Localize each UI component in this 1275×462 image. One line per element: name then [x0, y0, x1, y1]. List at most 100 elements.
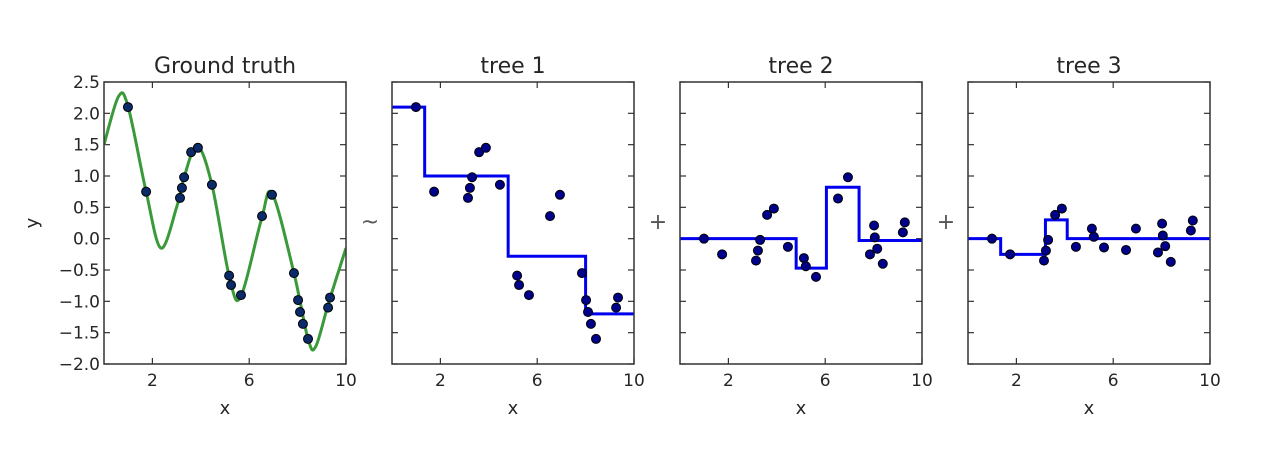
subplot-title: tree 1 [480, 54, 545, 79]
subplot-tree-3: tree 3 2 6 10 x + [937, 54, 1221, 419]
data-point [429, 186, 440, 197]
data-point [224, 270, 235, 281]
y-tick-label: −0.5 [59, 261, 100, 281]
data-point [768, 203, 779, 214]
data-point [545, 211, 556, 222]
data-point [1165, 256, 1176, 267]
x-tick-label: 6 [532, 371, 543, 391]
data-point [1152, 247, 1163, 258]
axes-frame [391, 81, 635, 365]
data-point [800, 261, 811, 272]
y-tick-label: 2.0 [73, 104, 100, 124]
data-point [480, 142, 491, 153]
data-point [179, 172, 190, 183]
data-point [266, 189, 277, 200]
data-point [717, 249, 728, 260]
plus-symbol: + [937, 210, 955, 235]
y-tick-label: −2.0 [59, 355, 100, 375]
y-tick-label: 1.0 [73, 167, 100, 187]
data-point [611, 302, 622, 313]
approx-symbol: ~ [361, 210, 379, 235]
x-tick-label: 10 [335, 371, 357, 391]
x-tick-label: 6 [820, 371, 831, 391]
data-point [303, 333, 314, 344]
x-tick-label: 2 [147, 371, 158, 391]
axes-frame [967, 81, 1211, 365]
data-point [877, 258, 888, 269]
data-point [752, 245, 763, 256]
x-tick-label: 10 [911, 371, 933, 391]
data-point [842, 172, 853, 183]
data-point [288, 268, 299, 279]
y-tick-label: −1.5 [59, 324, 100, 344]
data-point [554, 189, 565, 200]
data-point [464, 182, 475, 193]
data-point [1160, 241, 1171, 252]
x-axis-label: x [1084, 398, 1095, 419]
data-point [1050, 209, 1061, 220]
data-point [872, 243, 883, 254]
data-point [467, 172, 478, 183]
data-point [1056, 203, 1067, 214]
data-point [206, 179, 217, 190]
data-point [811, 271, 822, 282]
data-point [864, 249, 875, 260]
subplot-title: Ground truth [154, 54, 296, 79]
data-point [512, 270, 523, 281]
x-tick-label: 2 [723, 371, 734, 391]
x-tick-label: 6 [1108, 371, 1119, 391]
data-point [1157, 230, 1168, 241]
y-axis-label: y [22, 217, 43, 228]
data-point [1099, 242, 1110, 253]
data-point [410, 102, 421, 113]
data-point [293, 295, 304, 306]
data-point [750, 255, 761, 266]
data-point [1088, 231, 1099, 242]
x-tick-label: 2 [1011, 371, 1022, 391]
data-point [1038, 255, 1049, 266]
data-point [1086, 223, 1097, 234]
y-tick-label: 1.5 [73, 136, 100, 156]
y-tick-label: 0.5 [73, 198, 100, 218]
data-point [897, 227, 908, 238]
data-point [1157, 218, 1168, 229]
data-point [235, 290, 246, 301]
data-point [325, 292, 336, 303]
x-tick-label: 6 [244, 371, 255, 391]
data-point [869, 220, 880, 231]
x-tick-label: 10 [1199, 371, 1221, 391]
x-axis-label: x [508, 398, 519, 419]
data-point [1043, 234, 1054, 245]
x-axis-label: x [220, 398, 231, 419]
data-point [1130, 223, 1141, 234]
subplot-title: tree 2 [768, 54, 833, 79]
data-point [295, 306, 306, 317]
data-point [494, 179, 505, 190]
data-point [323, 302, 334, 313]
data-point [613, 292, 624, 303]
data-point [698, 233, 709, 244]
y-tick-label: 2.5 [73, 73, 100, 93]
data-point [192, 142, 203, 153]
y-tick-label: −1.0 [59, 292, 100, 312]
data-point [798, 253, 809, 264]
data-point [122, 102, 133, 113]
data-point [755, 234, 766, 245]
x-axis-label: x [796, 398, 807, 419]
axes-frame [679, 81, 923, 365]
data-point [869, 232, 880, 243]
data-point [141, 186, 152, 197]
data-point [583, 306, 594, 317]
data-point [1070, 241, 1081, 252]
data-point [782, 241, 793, 252]
subplot-ground-truth: Ground truth 2 6 10 2.5 2.0 1.5 1.0 0.5 0.0 −0.5 −1… [22, 54, 357, 419]
data-point [514, 280, 525, 291]
subplot-tree-2: tree 2 2 6 10 x + [649, 54, 933, 419]
data-point [1005, 249, 1016, 260]
data-point [1187, 215, 1198, 226]
data-point [762, 209, 773, 220]
axes-frame [103, 81, 347, 365]
x-tick-label: 10 [623, 371, 645, 391]
data-point [297, 318, 308, 329]
